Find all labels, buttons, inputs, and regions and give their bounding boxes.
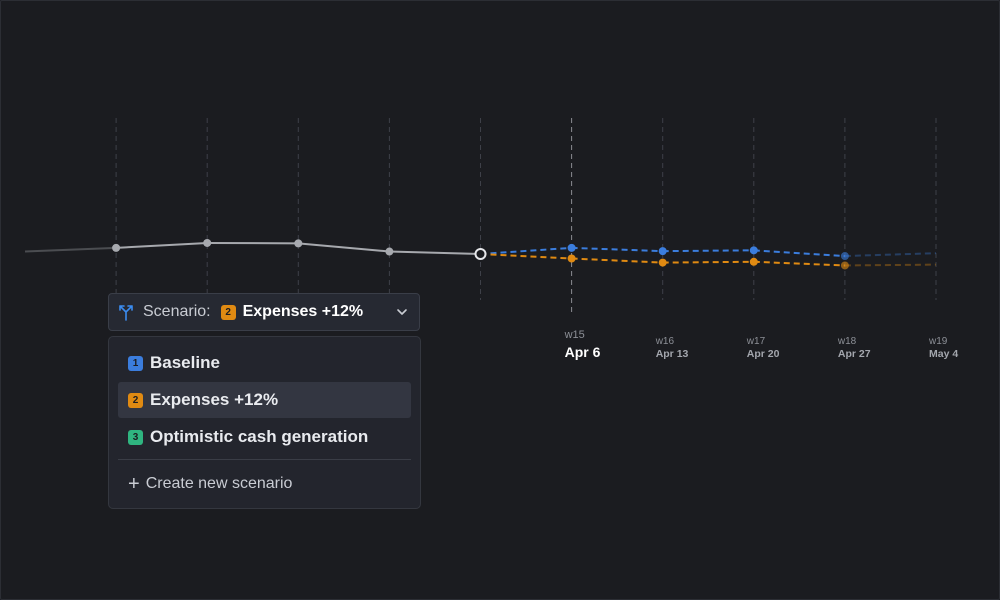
data-point [658,247,667,256]
data-point [567,254,576,263]
series-segment [753,249,845,258]
week-label: w17 [746,336,766,347]
date-label: Apr 6 [565,344,601,360]
create-scenario-label: Create new scenario [145,475,293,492]
data-point [840,261,849,270]
series-segment [24,246,117,253]
scenario-select[interactable]: Scenario: 2 Expenses +12% [108,293,420,331]
date-label: Apr 20 [747,348,780,360]
scenario-dropdown-menu: 1 Baseline 2 Expenses +12% 3 Optimistic … [108,336,421,509]
chevron-down-icon[interactable] [395,305,409,319]
scenario-number-badge: 2 [220,304,236,320]
series-segment [571,257,663,264]
date-label: May 4 [929,348,958,360]
scenario-option-optimistic[interactable]: 3 Optimistic cash generation [118,419,411,455]
current-point-marker [474,248,487,260]
create-scenario-button[interactable]: + Create new scenario [118,466,411,502]
data-point [567,243,576,252]
series-segment [571,246,663,253]
week-label: w19 [928,336,948,347]
option-label: Baseline [150,353,220,372]
series-segment [480,253,572,260]
series-segment [298,242,390,253]
week-label: w15 [564,329,585,341]
series-segment [662,260,754,264]
data-point [840,252,849,261]
data-point [203,238,212,247]
scenario-option-baseline[interactable]: 1 Baseline [118,345,411,381]
series-segment [116,241,208,249]
data-point [658,258,667,267]
menu-divider [118,459,411,460]
scenario-selected-value: Expenses +12% [242,303,364,320]
data-point [385,247,394,256]
option-number-badge: 3 [128,429,143,445]
data-point [749,246,758,255]
series-segment [844,263,937,267]
week-label: w18 [837,336,857,347]
option-number-badge: 1 [128,355,143,371]
data-point [749,257,758,266]
option-label: Optimistic cash generation [150,427,369,446]
series-segment [480,246,572,255]
scenario-label: Scenario: [143,303,211,320]
date-label: Apr 27 [838,348,871,360]
data-point [112,243,121,252]
week-label: w16 [655,336,675,347]
option-number-badge: 2 [128,392,143,408]
series-segment [753,260,845,267]
series-segment [844,252,937,258]
date-label: Apr 13 [656,348,689,360]
series-segment [389,250,481,255]
plus-icon: + [128,473,140,495]
series-segment [662,249,754,253]
option-label: Expenses +12% [150,390,279,409]
branch-icon [119,305,133,321]
data-point [294,239,303,248]
scenario-option-expenses[interactable]: 2 Expenses +12% [118,382,411,418]
